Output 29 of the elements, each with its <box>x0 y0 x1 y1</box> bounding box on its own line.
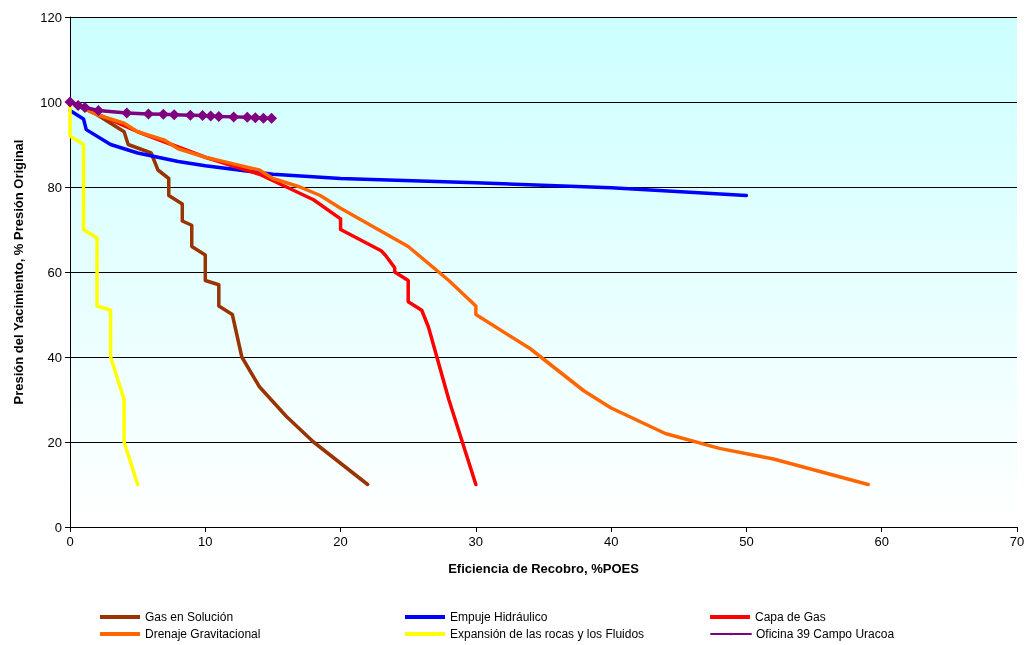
x-tick-label: 30 <box>468 534 484 549</box>
y-tick-label: 60 <box>47 264 62 280</box>
y-tick-label: 120 <box>40 9 62 25</box>
y-tick-label: 40 <box>47 349 62 365</box>
y-tick-label: 0 <box>54 519 62 535</box>
point <box>121 107 133 119</box>
legend-label: Drenaje Gravitacional <box>145 627 261 641</box>
point <box>79 102 91 114</box>
x-tick-label: 10 <box>198 534 213 549</box>
x-tick-label: 40 <box>603 534 619 549</box>
point <box>64 96 76 108</box>
x-tick-label: 0 <box>66 534 74 549</box>
legend-label: Oficina 39 Campo Uracoa <box>756 627 895 641</box>
legend-label: Expansión de las rocas y los Fluidos <box>450 627 645 641</box>
x-tick-label: 20 <box>333 534 348 549</box>
point <box>92 105 104 116</box>
x-axis-title: Eficiencia de Recobro, %POES <box>448 561 640 576</box>
point <box>241 111 253 123</box>
legend-label: Gas en Solución <box>145 610 234 624</box>
x-tick-label: 60 <box>874 534 889 549</box>
point <box>266 112 278 124</box>
y-tick-label: 80 <box>47 179 62 195</box>
legend-label: Capa de Gas <box>755 610 826 624</box>
y-axis-title: Presión del Yacimiento, % Presión Original <box>11 139 26 405</box>
x-tick-label: 70 <box>1009 534 1025 549</box>
legend-label: Empuje Hidráulico <box>450 610 548 624</box>
x-tick-label: 50 <box>739 534 754 549</box>
y-tick-label: 20 <box>47 434 62 450</box>
y-tick-label: 100 <box>40 94 62 110</box>
